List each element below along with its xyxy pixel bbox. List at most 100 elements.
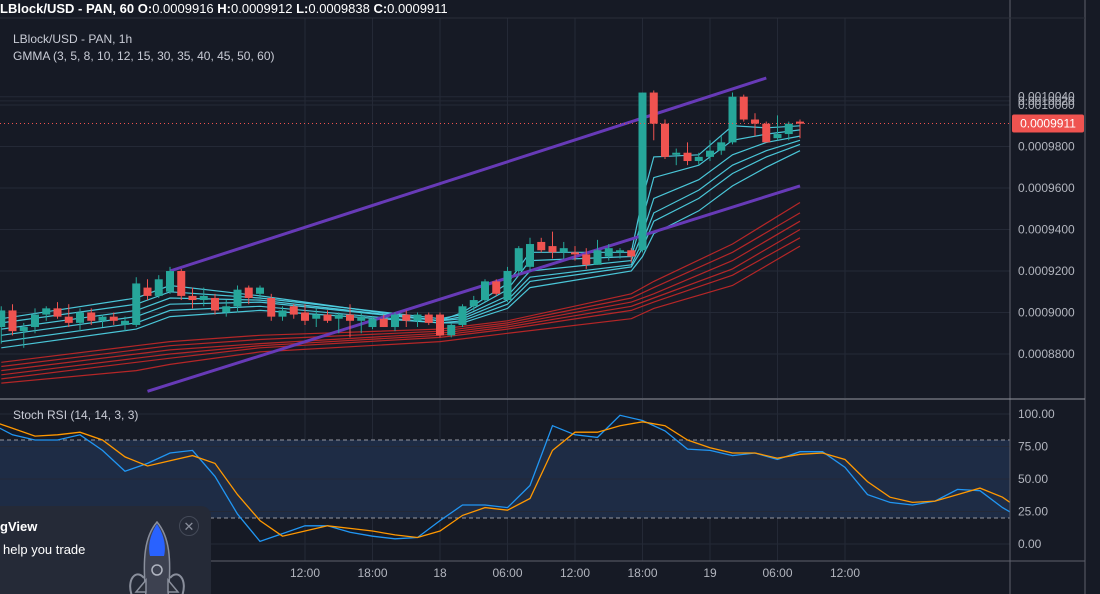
time-tick-label: 12:00 <box>830 566 860 580</box>
time-tick-label: 18:00 <box>627 566 657 580</box>
candle-down <box>244 287 253 298</box>
candle-up <box>638 92 647 251</box>
price-tick-label: 0.0009200 <box>1018 264 1075 278</box>
candle-down <box>537 241 546 251</box>
gmma-short-ribbon <box>1 125 801 349</box>
candle-up <box>199 295 208 301</box>
candle-down <box>301 312 309 321</box>
promo-subtitle: help you trade <box>3 542 86 557</box>
candle-down <box>211 297 219 311</box>
candle-up <box>76 312 84 323</box>
high-value: 0.0009912 <box>231 1 293 16</box>
candle-down <box>53 308 62 317</box>
time-tick-label: 06:00 <box>492 566 522 580</box>
candle-up <box>616 250 624 253</box>
candle-up <box>458 306 467 325</box>
price-tick-label: 0.0009800 <box>1018 140 1075 154</box>
close-icon[interactable]: ✕ <box>179 516 199 536</box>
candle-up <box>773 134 782 139</box>
candle-down <box>402 314 411 321</box>
candle-up <box>166 271 174 292</box>
candle-down <box>323 314 332 321</box>
gmma-long-line <box>1 228 801 376</box>
gmma-long-line <box>1 245 801 384</box>
promo-title: gView <box>0 519 38 534</box>
candle-up <box>278 310 287 317</box>
stoch-tick-label: 75.00 <box>1018 440 1048 454</box>
time-tick-label: 19 <box>703 566 717 580</box>
candle-down <box>492 281 501 294</box>
gmma-long-line <box>1 201 801 363</box>
candle-down <box>379 318 388 328</box>
candle-down <box>64 316 73 323</box>
candle-down <box>177 271 186 296</box>
promo-banner[interactable]: gView help you trade ✕ <box>0 506 211 594</box>
candle-down <box>649 92 658 124</box>
price-tick-label: 0.0010040 <box>1018 90 1075 104</box>
low-value: 0.0009838 <box>308 1 370 16</box>
stoch-rsi-pane <box>0 413 1093 545</box>
candle-down <box>571 252 579 255</box>
price-tick-label: 0.0008800 <box>1018 347 1075 361</box>
gmma-long-ribbon <box>1 201 801 384</box>
candle-down <box>751 119 759 124</box>
stoch-tick-label: 50.00 <box>1018 472 1048 486</box>
candle-up <box>717 142 726 151</box>
price-tick-label: 0.0010000 <box>1018 98 1075 112</box>
candle-down <box>627 250 636 257</box>
price-tick-label: 0.0009400 <box>1018 223 1075 237</box>
candles <box>0 90 1010 348</box>
candle-down <box>582 254 591 265</box>
price-tick-label: 0.0009600 <box>1018 181 1075 195</box>
gmma-long-line <box>1 212 801 368</box>
candle-down <box>661 123 669 157</box>
gmma-short-line <box>1 129 801 324</box>
candle-up <box>469 300 478 307</box>
candle-up <box>357 316 366 321</box>
candle-up <box>222 306 231 313</box>
candle-up <box>447 324 456 336</box>
candle-up <box>256 287 264 294</box>
candle-down <box>683 152 692 162</box>
high-label: H: <box>217 1 231 16</box>
candle-down <box>87 312 96 321</box>
candle-down <box>8 310 17 332</box>
candle-up <box>0 310 6 328</box>
stoch-legend[interactable]: Stoch RSI (14, 14, 3, 3) <box>13 408 139 422</box>
candle-up <box>593 250 602 265</box>
candle-up <box>784 123 793 135</box>
low-label: L: <box>296 1 309 16</box>
candle-up <box>391 314 399 328</box>
time-tick-label: 12:00 <box>290 566 320 580</box>
series-title[interactable]: LBlock/USD - PAN, 1h <box>13 32 133 46</box>
stoch-tick-label: 0.00 <box>1018 537 1042 551</box>
stoch-k-line <box>0 414 1093 543</box>
candle-down <box>109 316 118 321</box>
time-tick-label: 06:00 <box>762 566 792 580</box>
candle-up <box>312 314 321 319</box>
candle-down <box>436 314 444 336</box>
gmma-long-line <box>1 237 801 380</box>
price-tick-label: 0.0010020 <box>1018 94 1075 108</box>
time-tick-label: 18:00 <box>357 566 387 580</box>
time-tick-label: 18 <box>433 566 447 580</box>
close-value: 0.0009911 <box>387 1 448 16</box>
channel-lower <box>147 184 801 393</box>
candle-up <box>154 279 163 296</box>
trend-channel <box>147 76 801 393</box>
stoch-tick-label: 100.00 <box>1018 407 1055 421</box>
candle-down <box>424 314 433 323</box>
gmma-legend[interactable]: GMMA (3, 5, 8, 10, 12, 15, 30, 35, 40, 4… <box>13 49 275 63</box>
gmma-short-line <box>1 150 801 349</box>
ohlc-header: LBlock/USD - PAN, 60 O:0.0009916 H:0.000… <box>0 0 1010 18</box>
candle-up <box>604 248 613 257</box>
gmma-long-line <box>1 220 801 372</box>
candle-down <box>548 246 557 253</box>
candle-up <box>514 248 523 271</box>
candle-down <box>739 96 748 120</box>
candle-up <box>132 283 141 325</box>
rocket-icon <box>129 520 185 594</box>
close-label: C: <box>373 1 388 16</box>
